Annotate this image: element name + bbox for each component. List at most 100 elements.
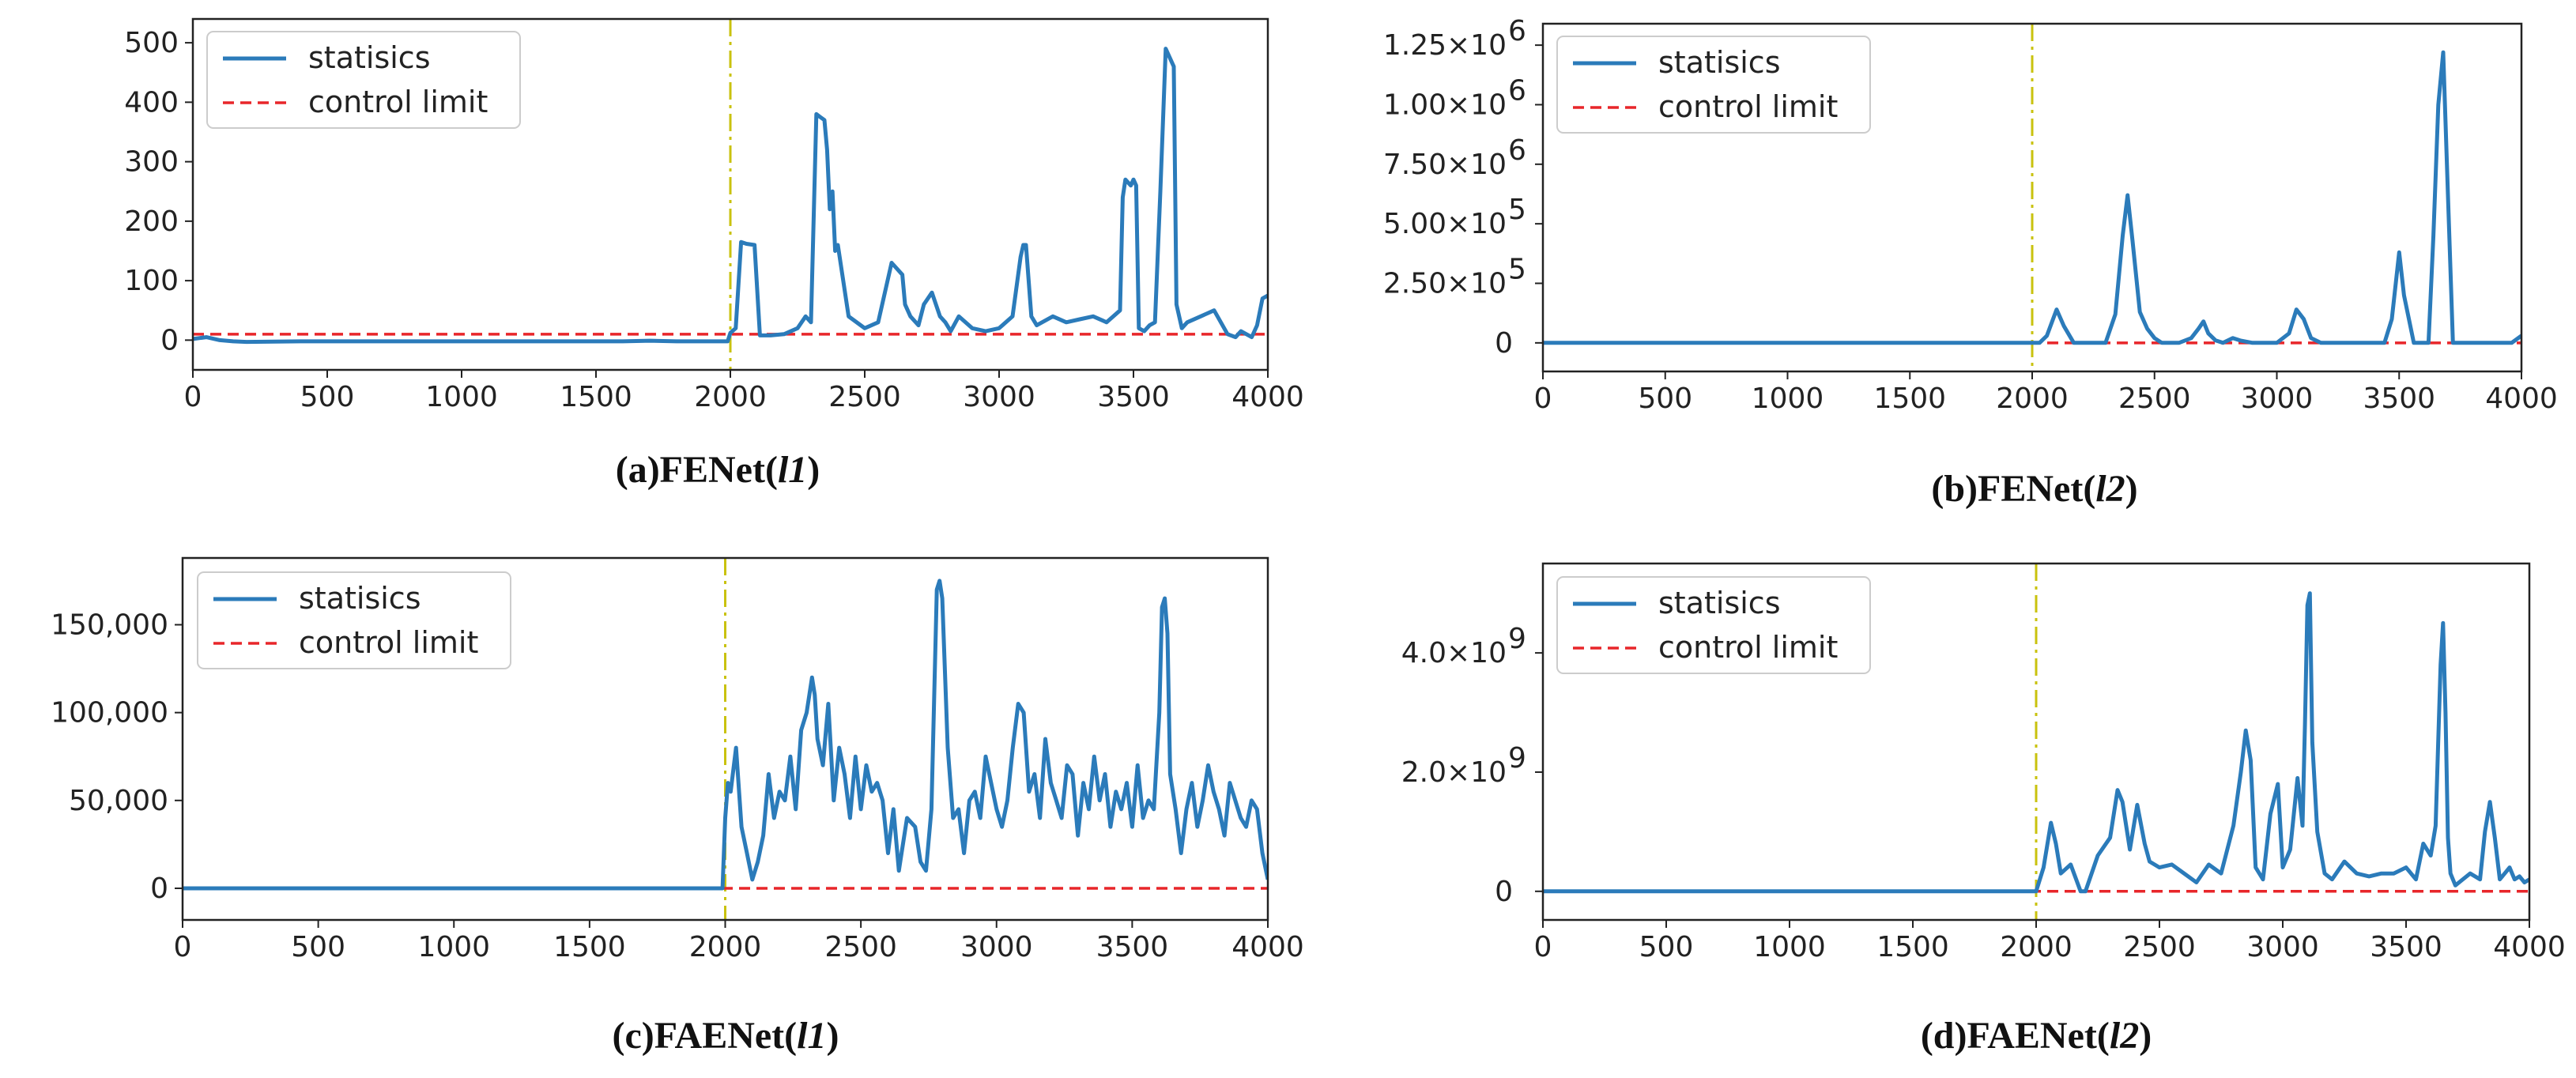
caption-italic: l1	[778, 449, 807, 491]
x-tick-label: 1500	[560, 381, 632, 413]
x-tick-label: 500	[1638, 383, 1692, 415]
x-tick-label: 3500	[2363, 383, 2435, 415]
y-tick-base: 1.00×10	[1383, 89, 1507, 121]
x-tick-label: 3000	[2241, 383, 2314, 415]
y-tick-base: 1.25×10	[1383, 29, 1507, 62]
y-tick-label: 50,000	[69, 785, 168, 817]
y-tick-exponent: 6	[1508, 134, 1526, 167]
y-tick-exponent: 9	[1508, 623, 1526, 655]
y-tick-base: 0	[1495, 876, 1513, 908]
y-tick-label: 0	[1495, 327, 1513, 360]
statistics-line	[1543, 50, 2521, 345]
y-tick-label: 400	[124, 86, 179, 119]
x-tick-label: 2500	[2123, 931, 2196, 963]
x-tick-label: 1000	[425, 381, 498, 413]
legend-statistics-label: statisics	[1658, 45, 1781, 80]
y-tick-label: 1.00×10	[1383, 89, 1507, 121]
caption-suffix: )	[2125, 468, 2138, 510]
y-tick-exponent: 9	[1508, 742, 1526, 775]
caption-prefix: (b)FENet(	[1931, 468, 2095, 510]
caption-prefix: (a)FENet(	[616, 449, 778, 491]
x-tick-label: 4000	[2485, 383, 2558, 415]
y-tick-label: 150,000	[51, 609, 168, 641]
legend-statistics-label: statisics	[308, 40, 431, 75]
x-tick-label: 2500	[828, 381, 901, 413]
x-tick-label: 4000	[1231, 381, 1304, 413]
caption-prefix: (d)FAENet(	[1921, 1015, 2110, 1057]
panel-b: 0 500 1000 1500 2000 2500 3000 3500 4000 0 2.50×10…	[1383, 15, 2558, 510]
x-tick-label: 1000	[417, 931, 490, 963]
y-tick-label: 0	[150, 873, 168, 905]
caption-italic: l2	[2110, 1015, 2139, 1057]
y-tick-exponent: 5	[1508, 253, 1526, 285]
legend-control-limit-label: control limit	[308, 85, 488, 119]
y-tick-label: 300	[124, 146, 179, 179]
x-tick-label: 3000	[963, 381, 1035, 413]
y-tick-base: 4.0×10	[1401, 637, 1507, 669]
panel-caption: (d)FAENet(l2)	[1921, 1015, 2152, 1057]
caption-suffix: )	[827, 1015, 839, 1057]
x-tick-label: 2000	[689, 931, 762, 963]
x-tick-label: 2000	[694, 381, 767, 413]
panel-caption: (c)FAENet(l1)	[613, 1015, 839, 1057]
y-tick-exponent: 6	[1508, 15, 1526, 47]
x-tick-label: 2500	[824, 931, 897, 963]
panel-a: 0 500 1000 1500 2000 2500 3000 3500 4000 0 100 200 3…	[124, 17, 1304, 491]
legend-control-limit-label: control limit	[1658, 89, 1838, 124]
y-tick-base: 7.50×10	[1383, 149, 1507, 181]
caption-italic: l2	[2095, 468, 2125, 510]
y-tick-base: 2.0×10	[1401, 756, 1507, 789]
x-tick-label: 1500	[553, 931, 626, 963]
caption-prefix: (c)FAENet(	[613, 1015, 798, 1057]
x-tick-label: 2000	[1996, 383, 2069, 415]
x-tick-label: 3500	[1097, 381, 1170, 413]
y-tick-base: 5.00×10	[1383, 208, 1507, 240]
x-tick-label: 0	[184, 381, 202, 413]
x-tick-label: 0	[174, 931, 192, 963]
legend-control-limit-label: control limit	[299, 625, 478, 660]
legend-statistics-label: statisics	[1658, 586, 1781, 620]
x-tick-label: 3000	[960, 931, 1033, 963]
caption-suffix: )	[2139, 1015, 2152, 1057]
x-tick-label: 1500	[1876, 931, 1949, 963]
x-tick-label: 500	[291, 931, 345, 963]
caption-suffix: )	[807, 449, 820, 491]
x-tick-label: 1500	[1873, 383, 1946, 415]
y-tick-label: 5.00×10	[1383, 208, 1507, 240]
legend-statistics-label: statisics	[299, 581, 421, 616]
x-tick-label: 3500	[2370, 931, 2442, 963]
y-tick-base: 0	[1495, 327, 1513, 360]
y-tick-label: 2.0×10	[1401, 756, 1507, 789]
y-tick-label: 4.0×10	[1401, 637, 1507, 669]
y-tick-label: 7.50×10	[1383, 149, 1507, 181]
panel-c: 0 500 1000 1500 2000 2500 3000 3500 4000 0 50,000 1…	[51, 556, 1304, 1057]
y-tick-base: 2.50×10	[1383, 267, 1507, 300]
x-tick-label: 1000	[1753, 931, 1826, 963]
x-tick-label: 2500	[2118, 383, 2191, 415]
y-tick-label: 0	[160, 324, 179, 356]
x-tick-label: 3500	[1096, 931, 1169, 963]
x-tick-label: 4000	[1231, 931, 1304, 963]
y-tick-label: 1.25×10	[1383, 29, 1507, 62]
y-tick-label: 200	[124, 205, 179, 238]
x-tick-label: 0	[1534, 931, 1552, 963]
y-tick-exponent: 6	[1508, 74, 1526, 107]
x-tick-label: 500	[1639, 931, 1694, 963]
statistics-line	[183, 579, 1268, 891]
panel-caption: (b)FENet(l2)	[1931, 468, 2137, 510]
x-tick-label: 3000	[2246, 931, 2319, 963]
x-tick-label: 4000	[2493, 931, 2566, 963]
x-tick-label: 500	[300, 381, 355, 413]
statistics-line	[193, 47, 1268, 345]
statistics-line	[1543, 591, 2529, 894]
caption-italic: l1	[797, 1015, 826, 1057]
x-tick-label: 2000	[2000, 931, 2072, 963]
panel-caption: (a)FENet(l1)	[616, 449, 820, 491]
y-tick-exponent: 5	[1508, 194, 1526, 226]
y-tick-label: 100	[124, 265, 179, 297]
x-tick-label: 0	[1534, 383, 1552, 415]
y-tick-label: 500	[124, 27, 179, 59]
legend-control-limit-label: control limit	[1658, 630, 1838, 665]
